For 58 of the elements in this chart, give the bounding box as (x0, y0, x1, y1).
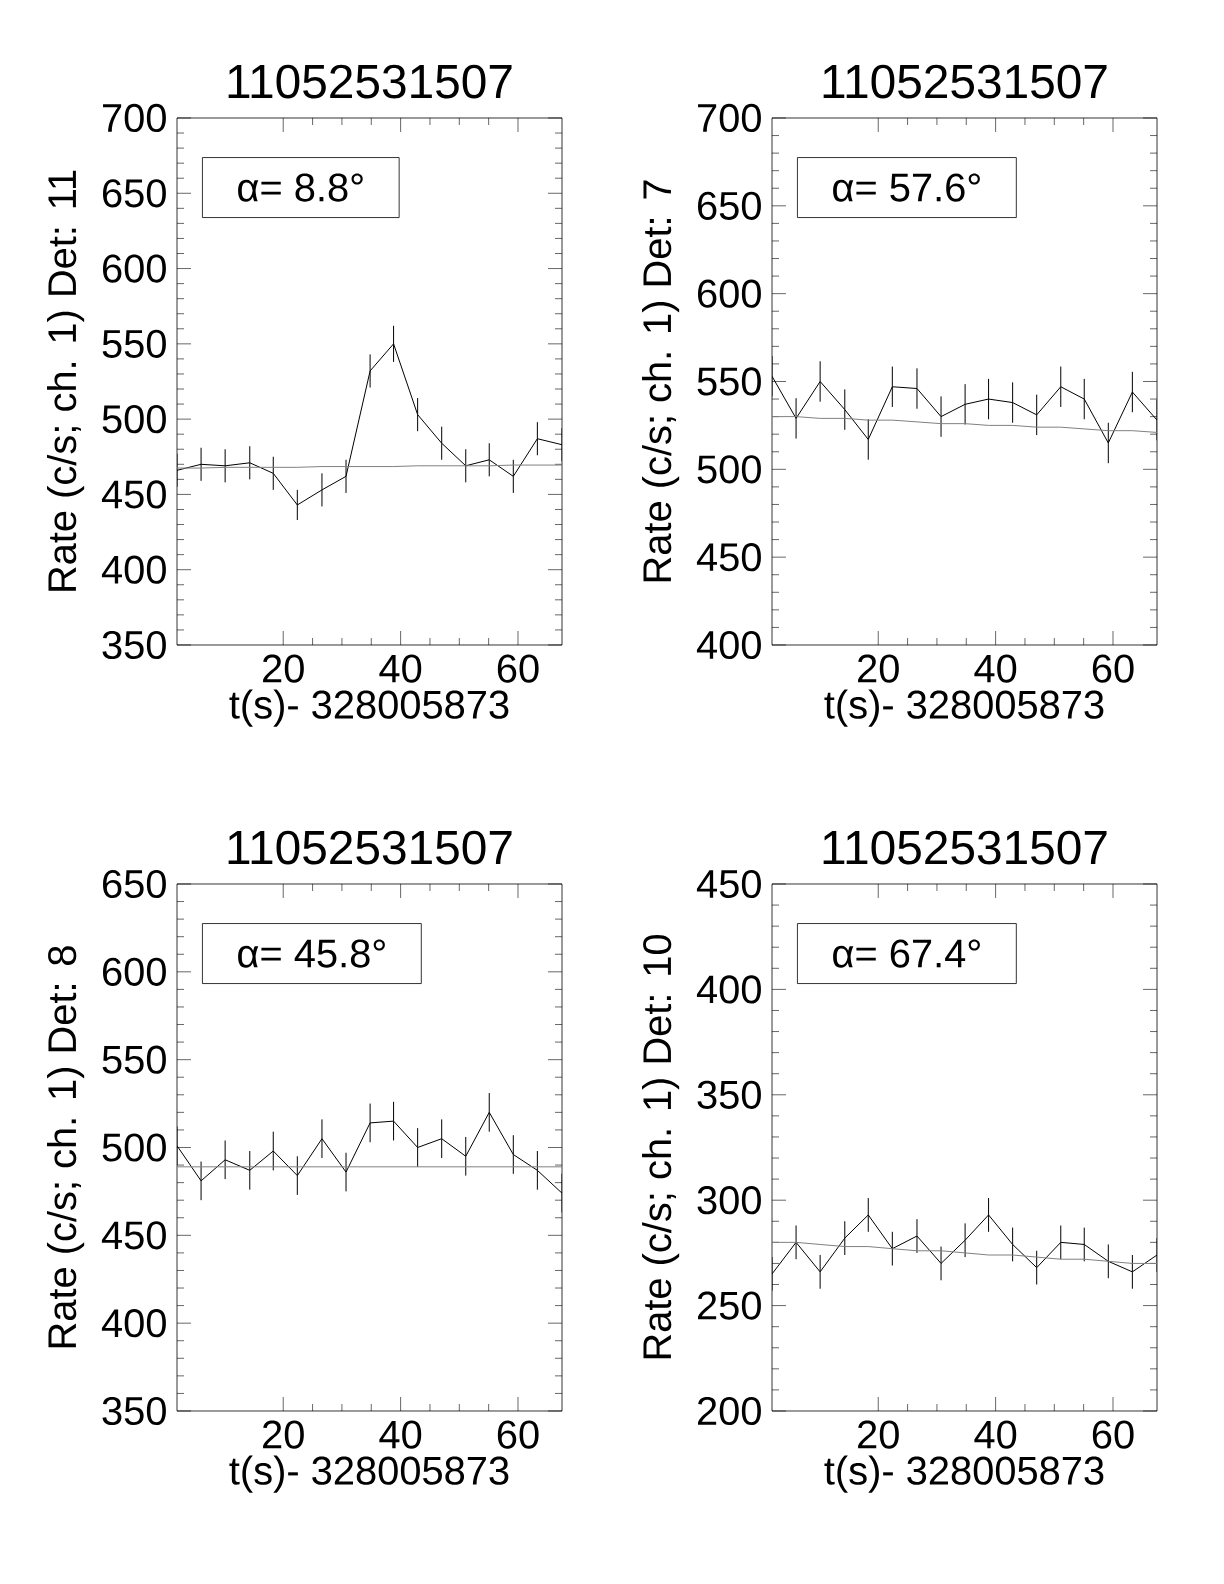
annotation: α= 8.8° (238, 173, 363, 202)
y-tick-label: 400 (101, 1309, 166, 1338)
y-tick-label: 450 (696, 869, 761, 899)
x-tick-label: 20 (858, 1420, 899, 1449)
y-tick-label: 650 (103, 179, 166, 208)
y-tick-label: 700 (103, 103, 166, 133)
chart-title: 11052531507 (228, 830, 512, 865)
y-tick-label: 550 (102, 329, 166, 358)
x-axis-title: t(s)- 328005873 (824, 689, 1104, 727)
x-axis-title: t(s)- 328005873 (229, 1455, 509, 1493)
y-tick-label: 500 (102, 405, 166, 434)
x-tick-label: 40 (974, 1420, 1017, 1449)
x-axis-title: t(s)- 328005873 (229, 689, 509, 727)
y-tick-label: 400 (101, 555, 166, 584)
line-series (772, 416, 1158, 433)
x-tick-label: 60 (497, 654, 539, 683)
y-tick-label: 350 (697, 1080, 761, 1109)
x-axis-title: t(s)- 328005873 (824, 1455, 1104, 1493)
y-axis-title: Rate (c/s; ch. 1) Det: 11 (47, 170, 85, 591)
line-series (772, 1241, 1158, 1264)
x-tick-label: 40 (379, 654, 422, 683)
chart-title: 11052531507 (823, 64, 1107, 99)
y-tick-label: 600 (103, 957, 166, 986)
y-tick-label: 500 (697, 455, 761, 484)
annotation: α= 45.8° (238, 939, 385, 968)
y-axis-title: Rate (c/s; ch. 1) Det: 7 (642, 180, 680, 582)
y-tick-label: 450 (696, 543, 761, 572)
chart-title: 11052531507 (823, 830, 1107, 865)
x-tick-label: 20 (263, 654, 304, 683)
chart-title: 11052531507 (228, 64, 512, 99)
y-tick-label: 450 (101, 1221, 166, 1250)
x-tick-label: 20 (858, 654, 899, 683)
y-tick-label: 650 (103, 869, 166, 899)
y-tick-label: 250 (698, 1291, 761, 1320)
y-tick-label: 700 (698, 103, 761, 133)
y-tick-label: 500 (102, 1133, 166, 1162)
y-tick-label: 450 (101, 480, 166, 509)
y-tick-label: 600 (698, 279, 761, 308)
y-tick-label: 350 (102, 630, 166, 660)
y-axis-title: Rate (c/s; ch. 1) Det: 10 (642, 934, 680, 1359)
x-tick-label: 40 (974, 654, 1017, 683)
x-tick-label: 20 (263, 1420, 304, 1449)
y-tick-label: 400 (696, 630, 761, 660)
y-tick-label: 550 (697, 367, 761, 396)
x-tick-label: 60 (497, 1420, 539, 1449)
y-tick-label: 200 (698, 1396, 761, 1426)
x-tick-label: 40 (379, 1420, 422, 1449)
y-tick-label: 650 (698, 191, 761, 220)
x-tick-label: 60 (1092, 654, 1134, 683)
y-axis-title: Rate (c/s; ch. 1) Det: 8 (47, 946, 85, 1348)
y-tick-label: 550 (102, 1045, 166, 1074)
y-tick-label: 600 (103, 254, 166, 283)
y-tick-label: 300 (697, 1186, 761, 1215)
y-tick-label: 400 (696, 975, 761, 1004)
annotation: α= 67.4° (833, 939, 980, 968)
annotation: α= 57.6° (833, 173, 980, 202)
x-tick-label: 60 (1092, 1420, 1134, 1449)
y-tick-label: 350 (102, 1396, 166, 1426)
